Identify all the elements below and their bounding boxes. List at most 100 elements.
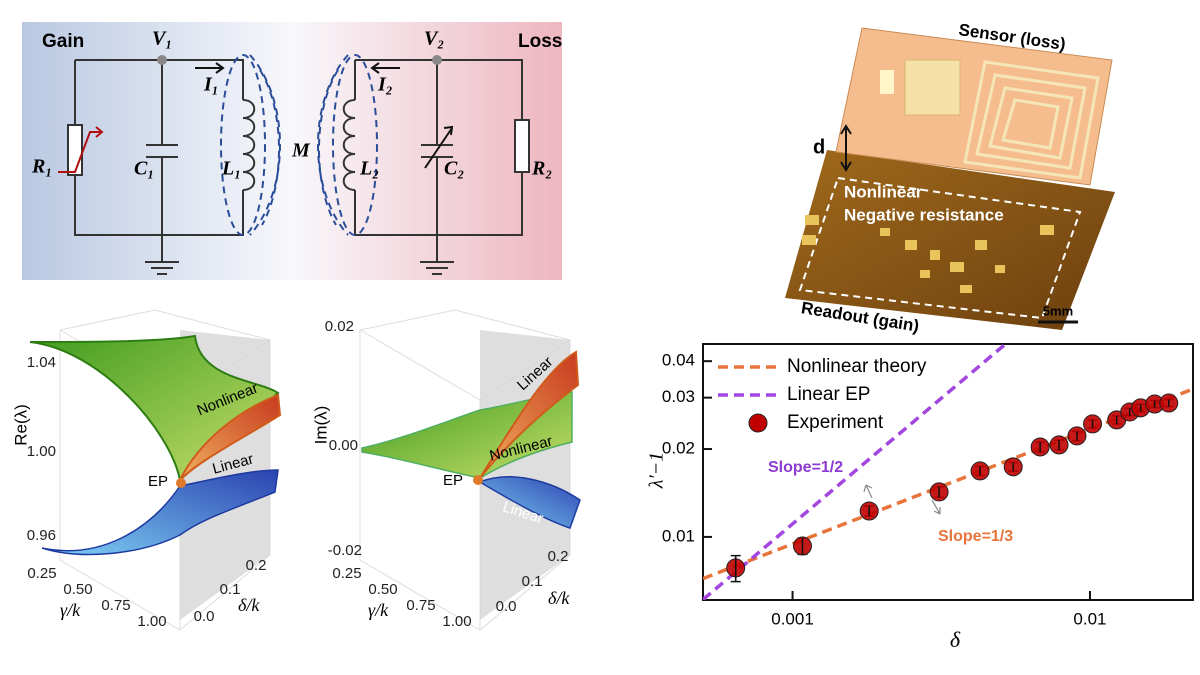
y-tick-label: 0.96: [27, 527, 56, 544]
loss-label: Loss: [518, 31, 562, 52]
x-tick-label: 0.25: [27, 565, 56, 582]
m-label: M: [291, 140, 311, 162]
circuit: Gain Loss V₁ V₂ I₁ I₂ R₁ C₁ L₁ M L₂ C₂ R…: [22, 22, 562, 280]
sensor-coil: [963, 60, 1100, 180]
resistor: [514, 119, 530, 173]
annotation-arrow: [931, 499, 941, 515]
y-tick-label: -0.02: [328, 542, 362, 559]
scale-label: 5mm: [1043, 303, 1073, 318]
y-tick-label: 0.00: [329, 437, 358, 454]
x-axis-title: δ: [950, 627, 961, 652]
l2-label: L₂: [359, 158, 379, 180]
lower-surface: [41, 469, 279, 556]
v2-label: V₂: [424, 28, 444, 50]
r1-label: R₁: [31, 156, 52, 178]
z-axis-title: δ/k: [238, 595, 260, 615]
y-tick-label: 0.04: [662, 351, 695, 370]
node: [432, 55, 442, 65]
ground: [420, 261, 454, 275]
z-tick-label: 0.1: [522, 573, 543, 590]
i1-label: I₁: [203, 74, 219, 96]
ground: [145, 261, 179, 275]
inductor: [342, 99, 356, 191]
gap-arrow: [840, 124, 852, 172]
ep-point: [176, 478, 186, 488]
components: [802, 215, 1054, 293]
negative-resistance-label: Negative resistance: [844, 205, 1004, 224]
coupling-field: [220, 54, 378, 236]
surface-plot-im: Im(λ) 0.02 0.00 -0.02 0.25 0.50 0.75 1.0…: [311, 309, 581, 631]
ep-label: EP: [148, 473, 168, 490]
x-tick-label: 0.50: [63, 581, 92, 598]
x-tick-label: 0.75: [101, 597, 130, 614]
i2-label: I₂: [377, 74, 393, 96]
nonlinear-label: Nonlinear: [844, 182, 923, 201]
current-arrow: [370, 62, 400, 74]
linear-surface-lower: [478, 476, 581, 529]
current-arrow: [195, 62, 225, 74]
box-frame: [359, 309, 571, 631]
x-tick-label: 0.50: [368, 581, 397, 598]
plot-frame: [702, 343, 1194, 601]
r2-label: R₂: [531, 158, 552, 180]
variable-arrow: [58, 131, 100, 173]
ep-label: EP: [443, 472, 463, 489]
legend-swatch: [748, 413, 768, 433]
x-tick-label: 1.00: [137, 613, 166, 630]
z-tick-label: 0.0: [496, 598, 517, 615]
x-tick-label: 0.001: [771, 609, 814, 628]
z-tick-label: 0.2: [548, 548, 569, 565]
ep-point: [473, 475, 483, 485]
x-tick-label: 0.01: [1073, 609, 1106, 628]
y-tick-label: 0.02: [662, 439, 695, 458]
upper-linear-surface: [179, 393, 282, 481]
v1-label: V₁: [152, 28, 172, 50]
readout-board: [785, 150, 1115, 330]
c1-label: C₁: [134, 158, 154, 180]
legend-label: Linear EP: [787, 384, 870, 405]
l1-label: L₁: [221, 158, 241, 180]
x-axis-title: γ/k: [368, 600, 389, 620]
z-tick-label: 0.1: [220, 581, 241, 598]
annotation-arrow: [863, 484, 873, 499]
wire: [74, 59, 244, 236]
variable-arrow: [424, 125, 454, 169]
x-tick-label: 1.00: [442, 613, 471, 630]
capacitor: [146, 144, 178, 158]
gain-label: Gain: [42, 31, 84, 52]
node: [157, 55, 167, 65]
capacitor: [421, 144, 453, 158]
x-axis-title: γ/k: [60, 600, 81, 620]
gap-label: d: [813, 136, 825, 158]
x-tick-label: 0.25: [332, 565, 361, 582]
z-tick-label: 0.0: [194, 608, 215, 625]
dashed-region: [798, 176, 1082, 320]
linear-surface-upper: [479, 350, 580, 479]
y-tick-label: 1.00: [27, 443, 56, 460]
y-axis-title: Re(λ): [11, 404, 30, 446]
y-axis-title: λ′−1: [646, 452, 668, 490]
arrow-head: [95, 126, 104, 138]
y-tick-label: 0.01: [662, 526, 695, 545]
y-tick-label: 0.03: [662, 387, 695, 406]
annotation: Slope=1/2: [768, 459, 843, 476]
nonlinear-surface: [361, 391, 573, 479]
x-tick-label: 0.75: [406, 597, 435, 614]
wire: [354, 59, 523, 236]
log-chart: δ λ′−1 Slope=1/2 Slope=1/3 0.01 0.02 0.03 0…: [646, 343, 1194, 652]
z-axis-title: δ/k: [548, 588, 570, 608]
sensor-chip: [880, 70, 894, 94]
annotation: Slope=1/3: [938, 528, 1013, 545]
theory-line: [703, 344, 1007, 600]
y-tick-label: 0.02: [325, 318, 354, 335]
sensor-pad: [904, 59, 961, 116]
legend-label: Nonlinear theory: [787, 356, 927, 377]
resistor: [67, 124, 83, 176]
y-tick-label: 1.04: [27, 354, 56, 371]
y-axis-title: Im(λ): [311, 406, 330, 445]
z-tick-label: 0.2: [246, 557, 267, 574]
device: Sensor (loss) d Nonlinear Negative resis…: [785, 20, 1115, 336]
c2-label: C₂: [444, 158, 464, 180]
legend-label: Experiment: [787, 412, 884, 433]
